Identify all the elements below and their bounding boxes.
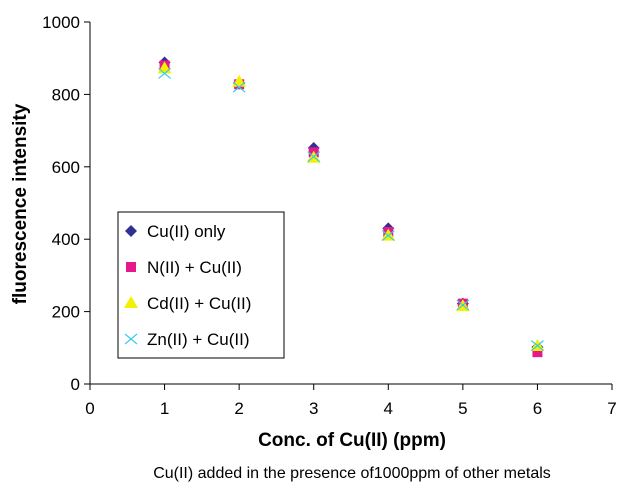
axes xyxy=(84,21,613,390)
y-tick-label: 0 xyxy=(71,375,80,394)
x-tick-label: 7 xyxy=(607,399,616,418)
x-tick-label: 0 xyxy=(85,399,94,418)
legend-item: Cd(II) + Cu(II) xyxy=(124,294,251,313)
x-tick-label: 4 xyxy=(384,399,393,418)
y-tick-label: 400 xyxy=(52,230,80,249)
y-tick-label: 1000 xyxy=(42,13,80,32)
y-tick-label: 800 xyxy=(52,85,80,104)
data-point xyxy=(232,81,246,93)
legend-label: Zn(II) + Cu(II) xyxy=(147,330,249,349)
data-point xyxy=(531,340,544,352)
x-tick-label: 3 xyxy=(309,399,318,418)
legend-marker xyxy=(124,333,138,345)
tick-labels: 0 200 400 600 800 1000 0 1 2 3 4 5 6 7 xyxy=(42,13,617,418)
data-point xyxy=(456,299,470,311)
x-tick-label: 1 xyxy=(160,399,169,418)
legend-item: N(II) + Cu(II) xyxy=(126,258,242,277)
legend-marker xyxy=(126,262,136,272)
legend-marker xyxy=(125,225,137,237)
chart-caption: Cu(II) added in the presence of1000ppm o… xyxy=(153,465,551,482)
legend-label: N(II) + Cu(II) xyxy=(147,258,242,277)
legend-label: Cu(II) only xyxy=(147,222,226,241)
legend-item: Zn(II) + Cu(II) xyxy=(124,330,249,349)
legend-marker xyxy=(124,296,138,308)
data-point xyxy=(158,67,171,79)
data-point xyxy=(307,151,321,163)
data-point xyxy=(381,228,396,241)
x-tick-label: 6 xyxy=(533,399,542,418)
data-point xyxy=(381,230,395,242)
legend-box xyxy=(117,211,285,359)
data-point xyxy=(532,347,543,358)
y-axis-title: fluorescence intensity xyxy=(10,103,31,304)
x-tick-label: 5 xyxy=(458,399,467,418)
series-4 xyxy=(158,67,544,352)
legend-label: Cd(II) + Cu(II) xyxy=(147,294,251,313)
legend-item: Cu(II) only xyxy=(125,222,226,241)
y-tick-label: 200 xyxy=(52,303,80,322)
y-tick-label: 600 xyxy=(52,158,80,177)
data-points xyxy=(157,56,545,358)
x-axis-title: Conc. of Cu(II) (ppm) xyxy=(258,430,446,451)
legend: Cu(II) only N(II) + Cu(II) Cd(II) + Cu(II)… xyxy=(117,211,285,359)
x-tick-label: 2 xyxy=(234,399,243,418)
